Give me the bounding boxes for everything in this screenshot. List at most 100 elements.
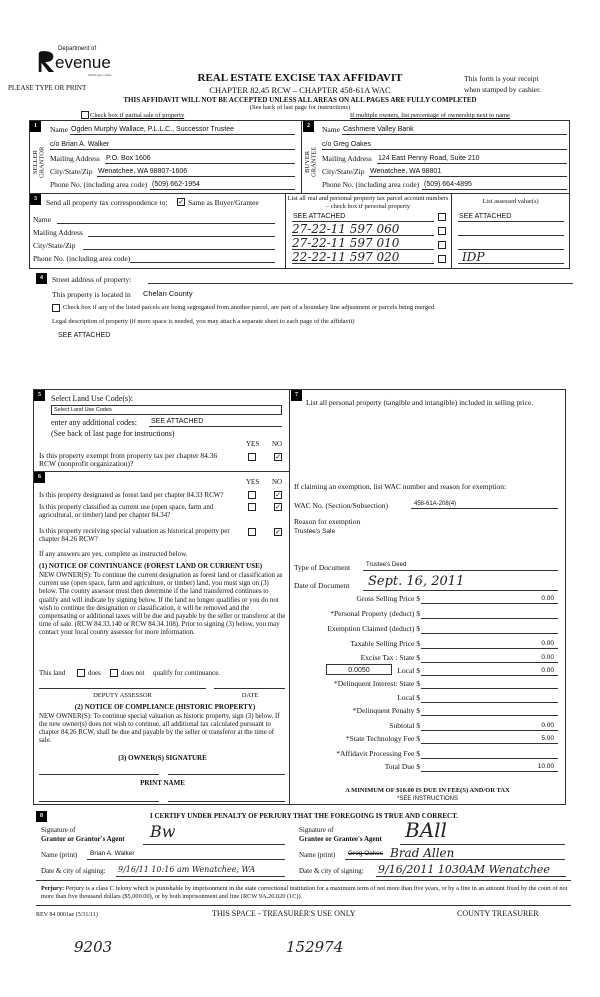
additional-codes-label: enter any additional codes: (51, 418, 137, 427)
county-field[interactable]: Chelan County (143, 289, 193, 298)
instructions-note: (See back of last page for instructions) (249, 104, 351, 111)
personal-property-checkbox[interactable] (438, 241, 446, 249)
historical-no-checkbox[interactable]: ✓ (274, 528, 282, 536)
local-rate-box[interactable]: 0.0050 (326, 664, 392, 675)
parties-box (29, 120, 570, 269)
owner-signature-line[interactable] (39, 774, 159, 775)
street-address-label: Street address of property: (52, 275, 132, 284)
street-address-field[interactable] (148, 283, 573, 284)
segregated-checkbox[interactable] (52, 304, 60, 312)
seller-co-field[interactable]: c/o Brian A. Walker (50, 141, 110, 148)
fee-value[interactable]: 0.00 (541, 654, 554, 661)
fee-label: Excise Tax : State $ (360, 653, 420, 662)
fee-value[interactable]: 0.00 (541, 667, 554, 674)
this-land-label: This land (39, 669, 66, 677)
seller-mail-label: Mailing Address (50, 154, 100, 163)
grantee-signature-of: Signature of (299, 826, 334, 834)
fee-label: Local $ (397, 693, 420, 702)
located-in-label: This property is located in (52, 290, 131, 299)
buyer-city-field[interactable]: Wenatchee, WA 98801 (370, 168, 442, 175)
s3-name-label: Name (33, 215, 51, 224)
s3-mail-field[interactable] (88, 236, 275, 237)
assessed-value[interactable] (458, 235, 564, 236)
doc-date-field[interactable]: Sept. 16, 2011 (368, 574, 465, 589)
seller-phone-label: Phone No. (including area code) (50, 180, 148, 189)
fee-value[interactable]: 5.00 (541, 735, 554, 742)
additional-codes-field[interactable]: SEE ATTACHED (151, 418, 204, 425)
form-revision: REV 84 0001ae (5/31/11) (36, 912, 98, 918)
exempt-yes-checkbox[interactable] (248, 453, 256, 461)
same-as-buyer-label: Same as Buyer/Grantee (188, 198, 259, 207)
assessed-value[interactable] (458, 249, 564, 250)
seller-mail-field[interactable]: P.O. Box 1606 (106, 155, 151, 162)
s3-phone-field[interactable] (130, 262, 275, 263)
grantor-date-field[interactable]: 9/16/11 10:16 am Wenatchee, WA (118, 865, 256, 874)
seller-city-field[interactable]: Wenatchee, WA 98807-1606 (98, 168, 188, 175)
reason-field[interactable]: Trustee's Sale (294, 528, 336, 535)
s3-mail-label: Mailing Address (33, 228, 83, 237)
does-not-checkbox[interactable] (110, 669, 118, 677)
grantor-signature[interactable]: Bw (150, 822, 176, 841)
forest-yes-checkbox[interactable] (248, 491, 256, 499)
logo-text-main: evenue (55, 53, 111, 72)
historical-yes-checkbox[interactable] (248, 528, 256, 536)
deputy-signature-line[interactable] (39, 688, 206, 689)
grantor-agent-label: Grantor or Grantor's Agent (41, 835, 125, 843)
legal-description-field[interactable]: SEE ATTACHED (58, 332, 111, 339)
grantor-name-field[interactable]: Brian A. Walker (90, 850, 135, 857)
assessed-value[interactable]: SEE ATTACHED (459, 213, 512, 220)
exempt-no-checkbox[interactable]: ✓ (274, 453, 282, 461)
print-name-line[interactable] (39, 801, 159, 802)
parcel-number[interactable]: 22-22-11 597 020 (292, 250, 400, 264)
qualify-label: qualify for continuance. (153, 669, 221, 677)
fee-value[interactable]: 0.00 (541, 722, 554, 729)
buyer-mail-label: Mailing Address (322, 154, 372, 163)
fee-label: *Delinquent Penalty $ (352, 706, 420, 715)
same-as-buyer-checkbox[interactable]: ✓ (177, 198, 185, 206)
does-checkbox[interactable] (77, 669, 85, 677)
seller-grantor-label: SELLER GRANTOR (32, 146, 46, 178)
partial-sale-checkbox[interactable] (81, 111, 89, 119)
parcel-number[interactable]: 27-22-11 597 010 (292, 236, 400, 250)
assessed-value[interactable]: IDP (462, 250, 485, 264)
buyer-co-field[interactable]: c/o Greg Oakes (322, 141, 372, 148)
handwritten-note-9203: 9203 (74, 938, 113, 956)
perjury-notice: Perjury: Perjury is a class C felony whi… (41, 885, 571, 901)
s3-phone-label: Phone No. (including area code) (33, 254, 131, 263)
owner-signature-line-2[interactable] (168, 774, 285, 775)
fee-label: Local $ (397, 666, 420, 675)
parcel-number[interactable]: 27-22-11 597 060 (292, 222, 400, 236)
owner-signature-title: (3) OWNER(S) SIGNATURE (118, 754, 207, 762)
s3-city-field[interactable] (83, 249, 275, 250)
forest-no-checkbox[interactable]: ✓ (274, 491, 282, 499)
current-use-yes-checkbox[interactable] (248, 503, 256, 511)
notice-continuance-title: (1) NOTICE OF CONTINUANCE (FOREST LAND O… (39, 562, 263, 570)
fee-value[interactable]: 0.00 (541, 640, 554, 647)
buyer-mail-field[interactable]: 124 East Penny Road, Suite 210 (378, 155, 480, 162)
wac-field[interactable]: 458-61A-208(4) (414, 501, 457, 507)
deputy-assessor-label: DEPUTY ASSESSOR (93, 692, 152, 699)
seller-name-field[interactable]: Ogden Murphy Wallace, P.L.L.C., Successo… (71, 126, 235, 133)
seller-phone-field[interactable]: (509) 662-1954 (152, 181, 200, 188)
forest-land-question: Is this property designated as forest la… (39, 491, 224, 499)
personal-property-checkbox[interactable] (438, 213, 446, 221)
section-6-number: 6 (34, 472, 45, 483)
buyer-phone-field[interactable]: (509) 664-4895 (424, 181, 472, 188)
grantee-signature[interactable]: BAll (405, 818, 447, 842)
print-name-line-2[interactable] (168, 801, 285, 802)
land-use-select[interactable]: Select Land Use Codes (51, 405, 282, 415)
grantee-name-field[interactable]: Brad Allen (390, 846, 455, 860)
grantee-date-field[interactable]: 9/16/2011 1030AM Wenatchee (378, 863, 550, 876)
doc-date-label: Date of Document (294, 581, 350, 590)
personal-property-checkbox[interactable] (438, 227, 446, 235)
deputy-date-line[interactable] (214, 688, 285, 689)
fee-value[interactable]: 0.00 (541, 595, 554, 602)
personal-property-checkbox[interactable] (438, 255, 446, 263)
current-use-no-checkbox[interactable]: ✓ (274, 503, 282, 511)
segregated-label: Check box if any of the listed parcels a… (63, 304, 436, 311)
doc-type-field[interactable]: Trustee's Deed (366, 562, 407, 568)
parcel-number[interactable]: SEE ATTACHED (293, 213, 346, 220)
s3-name-field[interactable] (57, 223, 275, 224)
buyer-name-field[interactable]: Cashmere Valley Bank (343, 126, 414, 133)
fee-value[interactable]: 10.00 (537, 763, 554, 770)
